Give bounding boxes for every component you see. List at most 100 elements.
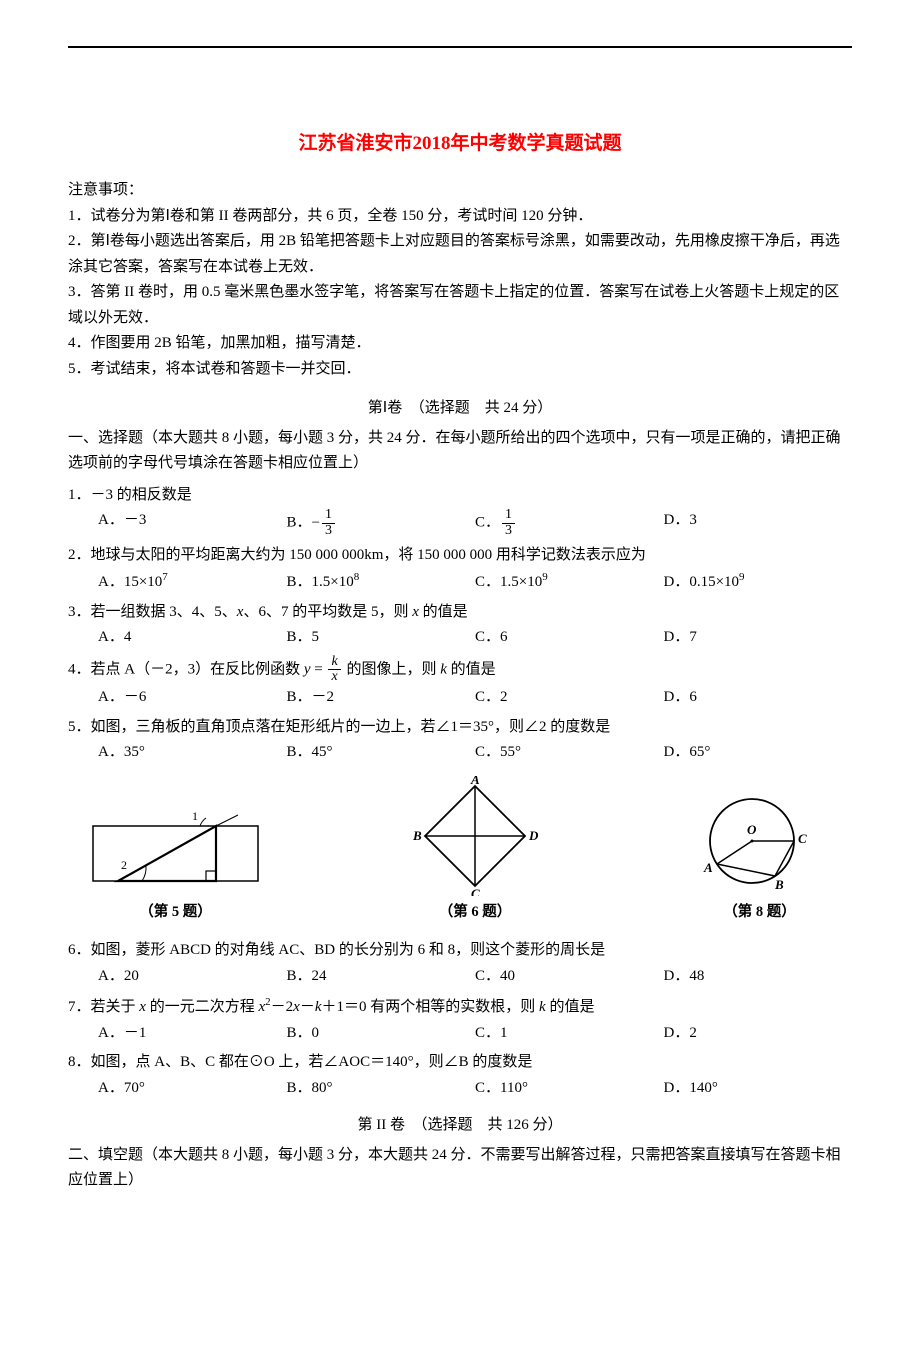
title-year: 2018 (413, 133, 451, 154)
fraction-k-over-x: kx (328, 655, 340, 685)
svg-text:C: C (798, 831, 807, 846)
instructions-block: 注意事项： 1．试卷分为第Ⅰ卷和第 II 卷两部分，共 6 页，全卷 150 分… (68, 178, 852, 382)
figure-8: O A B C （第 8 题） (687, 786, 832, 925)
opt-text: A．15×10 (98, 574, 162, 590)
question-8: 8．如图，点 A、B、C 都在⊙O 上，若∠AOC＝140°，则∠B 的度数是 … (68, 1050, 852, 1101)
question-1: 1．－3 的相反数是 A．－3 B．−13 C．13 D．3 (68, 483, 852, 539)
svg-text:B: B (774, 877, 784, 892)
instruction-item: 5．考试结束，将本试卷和答题卡一并交回． (68, 357, 852, 383)
instruction-item: 1．试卷分为第Ⅰ卷和第 II 卷两部分，共 6 页，全卷 150 分，考试时间 … (68, 204, 852, 230)
part1-header: 第Ⅰ卷 （选择题 共 24 分） (68, 396, 852, 422)
q3-post: 的值是 (419, 604, 468, 620)
q4-option-c: C．2 (475, 685, 664, 711)
question-5: 5．如图，三角板的直角顶点落在矩形纸片的一边上，若∠1＝35°，则∠2 的度数是… (68, 715, 852, 766)
q3-option-b: B．5 (287, 625, 476, 651)
var-x: x (293, 999, 300, 1015)
figure-8-svg: O A B C (687, 786, 832, 896)
q7-post: 的值是 (546, 999, 595, 1015)
q8-options: A．70° B．80° C．110° D．140° (68, 1076, 852, 1102)
q5-text: 5．如图，三角板的直角顶点落在矩形纸片的一边上，若∠1＝35°，则∠2 的度数是 (68, 715, 852, 741)
var-x: x (139, 999, 146, 1015)
q7-m4: ＋1＝0 有两个相等的实数根，则 (322, 999, 540, 1015)
var-x: x (412, 604, 419, 620)
opt-sup: 9 (542, 571, 548, 583)
fraction-neg-one-third: −13 (312, 508, 337, 538)
q3-options: A．4 B．5 C．6 D．7 (68, 625, 852, 651)
instruction-item: 2．第Ⅰ卷每小题选出答案后，用 2B 铅笔把答题卡上对应题目的答案标号涂黑，如需… (68, 229, 852, 280)
q2-option-d: D．0.15×109 (664, 568, 853, 596)
title-suffix: 年中考数学真题试题 (451, 133, 622, 154)
instruction-item: 4．作图要用 2B 铅笔，加黑加粗，描写清楚． (68, 331, 852, 357)
q7-m2: －2 (271, 999, 294, 1015)
question-6: 6．如图，菱形 ABCD 的对角线 AC、BD 的长分别为 6 和 8，则这个菱… (68, 938, 852, 989)
q7-option-c: C．1 (475, 1021, 664, 1047)
q1-option-c: C．13 (475, 508, 664, 538)
fraction-one-third: 13 (502, 508, 515, 538)
q1-option-a: A．－3 (98, 508, 287, 538)
instruction-item: 3．答第 II 卷时，用 0.5 毫米黑色墨水签字笔，将答案写在答题卡上指定的位… (68, 280, 852, 331)
q6-option-c: C．40 (475, 964, 664, 990)
page-title: 江苏省淮安市2018年中考数学真题试题 (68, 128, 852, 160)
q5-option-d: D．65° (664, 740, 853, 766)
q7-m3: － (300, 999, 315, 1015)
var-k: k (440, 661, 447, 677)
question-7: 7．若关于 x 的一元二次方程 x2－2x－k＋1＝0 有两个相等的实数根，则 … (68, 993, 852, 1046)
title-prefix: 江苏省淮安市 (298, 133, 412, 154)
q7-option-b: B．0 (287, 1021, 476, 1047)
q7-text: 7．若关于 x 的一元二次方程 x2－2x－k＋1＝0 有两个相等的实数根，则 … (68, 993, 852, 1021)
part2-header: 第 II 卷 （选择题 共 126 分） (68, 1113, 852, 1139)
figure-8-caption: （第 8 题） (687, 900, 832, 925)
var-k: k (539, 999, 546, 1015)
q7-options: A．－1 B．0 C．1 D．2 (68, 1021, 852, 1047)
opt-sup: 8 (354, 571, 360, 583)
figure-6-caption: （第 6 题） (395, 900, 555, 925)
svg-text:O: O (747, 822, 757, 837)
svg-text:1: 1 (192, 809, 198, 823)
q8-text: 8．如图，点 A、B、C 都在⊙O 上，若∠AOC＝140°，则∠B 的度数是 (68, 1050, 852, 1076)
q4-options: A．－6 B．－2 C．2 D．6 (68, 685, 852, 711)
q3-text: 3．若一组数据 3、4、5、x、6、7 的平均数是 5，则 x 的值是 (68, 600, 852, 626)
q5-options: A．35° B．45° C．55° D．65° (68, 740, 852, 766)
q8-option-c: C．110° (475, 1076, 664, 1102)
q4-pre: 4．若点 A（－2，3）在反比例函数 (68, 661, 304, 677)
figure-5-svg: 1 2 (88, 796, 263, 896)
svg-text:A: A (470, 776, 480, 787)
svg-text:B: B (412, 828, 422, 843)
q1-option-d: D．3 (664, 508, 853, 538)
var-x: x (328, 670, 340, 685)
q6-text: 6．如图，菱形 ABCD 的对角线 AC、BD 的长分别为 6 和 8，则这个菱… (68, 938, 852, 964)
opt-text: B．1.5×10 (287, 574, 354, 590)
q2-options: A．15×107 B．1.5×108 C．1.5×109 D．0.15×109 (68, 568, 852, 596)
instruction-text: 2．第Ⅰ卷每小题选出答案后，用 2B 铅笔把答题卡上对应题目的答案标号涂黑，如需… (68, 229, 852, 280)
section1-intro: 一、选择题（本大题共 8 小题，每小题 3 分，共 24 分．在每小题所给出的四… (68, 426, 852, 477)
question-3: 3．若一组数据 3、4、5、x、6、7 的平均数是 5，则 x 的值是 A．4 … (68, 600, 852, 651)
q5-option-a: A．35° (98, 740, 287, 766)
q4-end: 的值是 (447, 661, 496, 677)
q7-option-a: A．－1 (98, 1021, 287, 1047)
opt-b-prefix: B． (287, 515, 312, 531)
q3-option-c: C．6 (475, 625, 664, 651)
q1-text: 1．－3 的相反数是 (68, 483, 852, 509)
var-k: k (328, 655, 340, 671)
question-4: 4．若点 A（－2，3）在反比例函数 y = kx 的图像上，则 k 的值是 A… (68, 655, 852, 711)
q5-option-c: C．55° (475, 740, 664, 766)
opt-text: C．1.5×10 (475, 574, 542, 590)
q2-option-a: A．15×107 (98, 568, 287, 596)
opt-sup: 9 (739, 571, 745, 583)
instructions-label: 注意事项： (68, 178, 852, 204)
q1-option-b: B．−13 (287, 508, 476, 538)
q4-post: 的图像上，则 (343, 661, 441, 677)
figures-row: 1 2 （第 5 题） A B C D （第 6 题） (68, 776, 852, 925)
q1-options: A．－3 B．−13 C．13 D．3 (68, 508, 852, 538)
opt-sup: 7 (162, 571, 168, 583)
q5-option-b: B．45° (287, 740, 476, 766)
q3-option-a: A．4 (98, 625, 287, 651)
q6-options: A．20 B．24 C．40 D．48 (68, 964, 852, 990)
q2-text: 2．地球与太阳的平均距离大约为 150 000 000km，将 150 000 … (68, 543, 852, 569)
q7-m1: 的一元二次方程 (146, 999, 259, 1015)
opt-c-prefix: C． (475, 515, 500, 531)
var-y: y (304, 661, 311, 677)
var-k: k (315, 999, 322, 1015)
svg-text:A: A (703, 860, 713, 875)
figure-5: 1 2 （第 5 题） (88, 796, 263, 925)
